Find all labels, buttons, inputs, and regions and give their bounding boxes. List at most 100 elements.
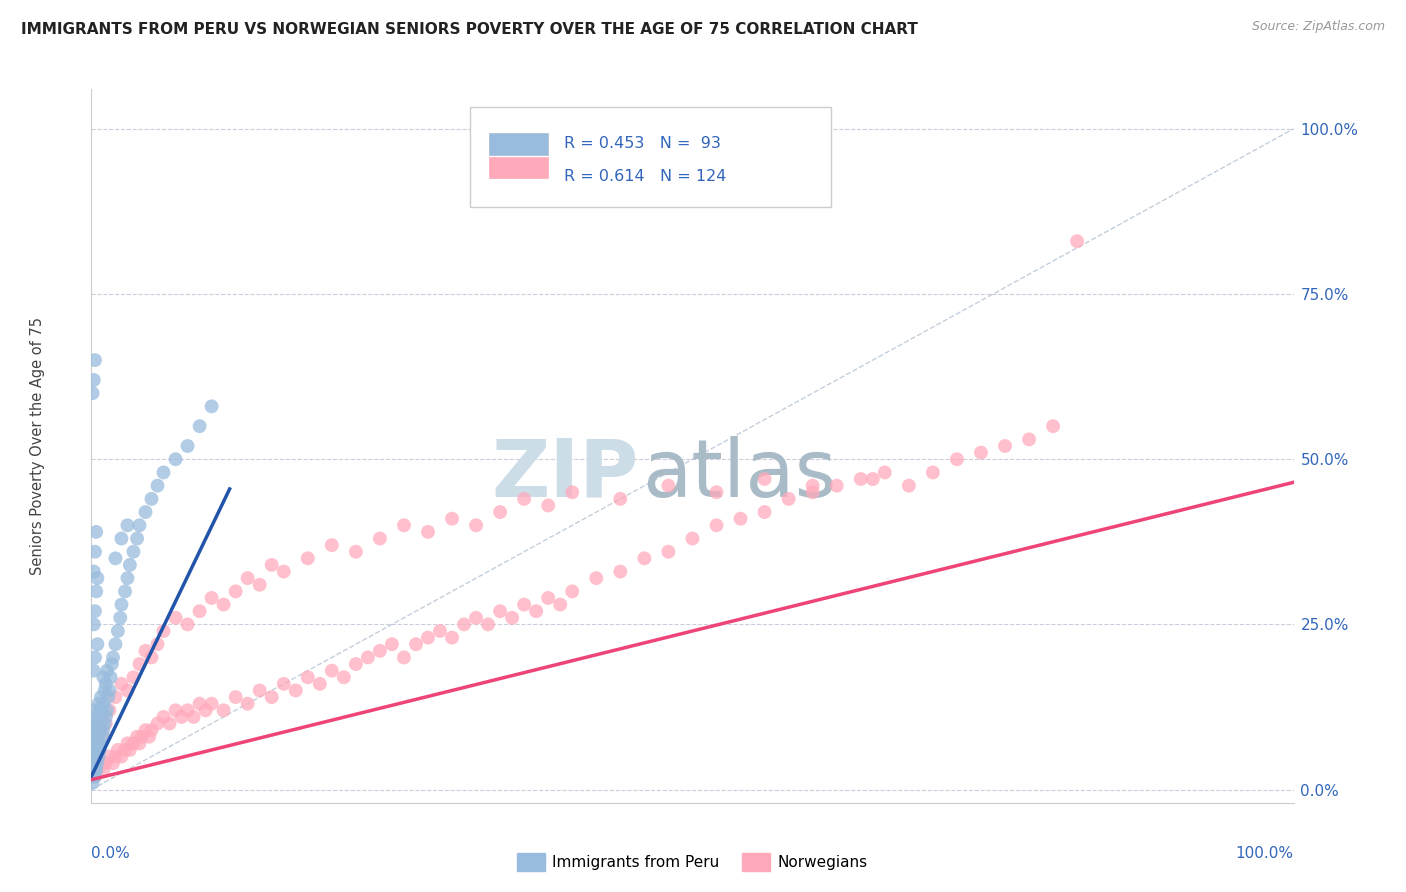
Point	[104, 690, 127, 704]
Point	[176, 617, 198, 632]
Point	[86, 743, 108, 757]
Point	[82, 386, 104, 401]
Point	[321, 664, 343, 678]
Point	[249, 683, 271, 698]
Point	[86, 716, 108, 731]
Point	[84, 756, 107, 771]
Point	[83, 730, 105, 744]
Point	[453, 617, 475, 632]
Point	[165, 703, 187, 717]
Point	[465, 518, 488, 533]
Point	[82, 769, 104, 783]
Point	[84, 769, 107, 783]
Text: 0.0%: 0.0%	[91, 846, 131, 861]
Point	[1018, 433, 1040, 447]
Point	[90, 736, 112, 750]
Point	[82, 756, 104, 771]
Point	[225, 584, 247, 599]
Point	[91, 703, 114, 717]
Point	[107, 743, 129, 757]
Point	[94, 710, 117, 724]
Point	[849, 472, 872, 486]
Point	[84, 763, 107, 777]
Point	[1066, 234, 1088, 248]
Point	[86, 571, 108, 585]
Point	[946, 452, 969, 467]
Point	[297, 670, 319, 684]
Point	[477, 617, 499, 632]
Point	[122, 736, 145, 750]
Point	[84, 604, 107, 618]
Point	[110, 532, 132, 546]
Point	[333, 670, 356, 684]
Point	[141, 650, 163, 665]
Point	[260, 558, 283, 572]
Point	[93, 763, 115, 777]
Point	[131, 730, 153, 744]
Point	[80, 763, 103, 777]
Point	[83, 703, 105, 717]
Point	[128, 657, 150, 671]
Point	[82, 776, 104, 790]
Point	[117, 736, 139, 750]
Point	[84, 545, 107, 559]
Text: R = 0.614   N = 124: R = 0.614 N = 124	[564, 169, 727, 185]
Point	[114, 743, 136, 757]
Point	[141, 723, 163, 738]
Point	[273, 677, 295, 691]
Point	[89, 743, 111, 757]
Point	[201, 400, 224, 414]
Point	[93, 670, 115, 684]
Point	[236, 571, 259, 585]
Point	[83, 664, 105, 678]
Point	[152, 710, 174, 724]
Text: atlas: atlas	[643, 435, 837, 514]
Point	[84, 736, 107, 750]
Point	[110, 749, 132, 764]
Point	[87, 749, 110, 764]
Point	[176, 439, 198, 453]
Point	[117, 571, 139, 585]
Point	[134, 723, 156, 738]
FancyBboxPatch shape	[489, 157, 548, 178]
Point	[897, 478, 920, 492]
Point	[609, 565, 631, 579]
Point	[873, 466, 896, 480]
Point	[561, 584, 583, 599]
Point	[146, 716, 169, 731]
Point	[681, 532, 703, 546]
Point	[801, 478, 824, 492]
Point	[110, 611, 132, 625]
Point	[212, 703, 235, 717]
Point	[89, 723, 111, 738]
Point	[201, 591, 224, 605]
Point	[416, 524, 439, 539]
Point	[970, 445, 993, 459]
Point	[429, 624, 451, 638]
Point	[87, 697, 110, 711]
Point	[201, 697, 224, 711]
Point	[368, 644, 391, 658]
Point	[146, 637, 169, 651]
Text: Seniors Poverty Over the Age of 75: Seniors Poverty Over the Age of 75	[30, 317, 45, 575]
Point	[101, 657, 124, 671]
Point	[104, 637, 127, 651]
Point	[84, 749, 107, 764]
Point	[862, 472, 884, 486]
Point	[82, 763, 104, 777]
Point	[96, 703, 118, 717]
Point	[609, 491, 631, 506]
Point	[83, 716, 105, 731]
Point	[273, 565, 295, 579]
Point	[561, 485, 583, 500]
Point	[188, 697, 211, 711]
Point	[84, 723, 107, 738]
Point	[80, 769, 103, 783]
Point	[101, 756, 124, 771]
Point	[730, 511, 752, 525]
Point	[84, 353, 107, 368]
Point	[633, 551, 655, 566]
Point	[524, 604, 547, 618]
Point	[84, 650, 107, 665]
Point	[440, 631, 463, 645]
